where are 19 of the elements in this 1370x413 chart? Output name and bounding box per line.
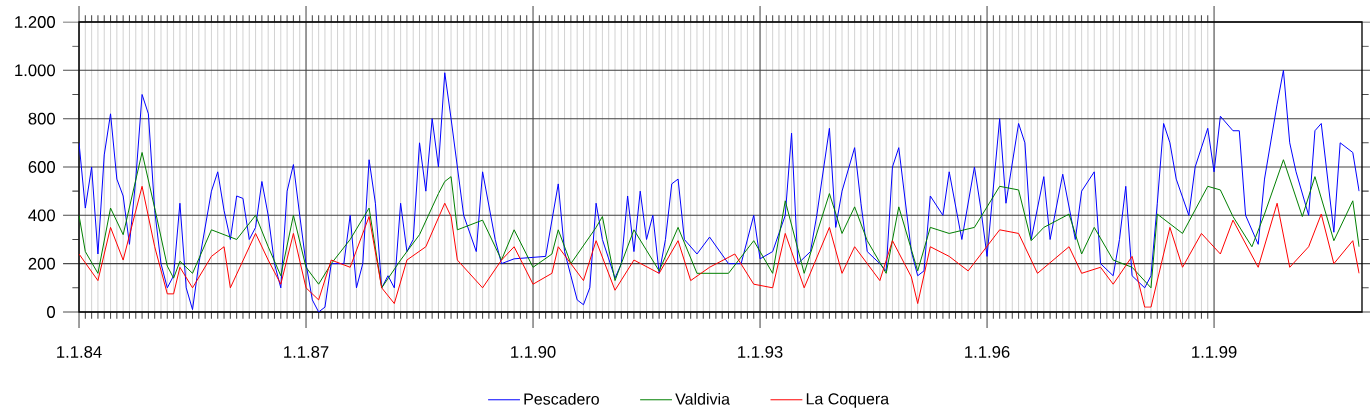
x-tick-label: 1.1.96 bbox=[965, 346, 1010, 358]
y-tick-label: 800 bbox=[28, 112, 56, 125]
line-series bbox=[79, 69, 1360, 312]
y-tick-label: 400 bbox=[28, 209, 56, 222]
x-tick-label: 1.1.99 bbox=[1192, 346, 1237, 358]
x-tick-label: 1.1.93 bbox=[738, 346, 783, 358]
legend-label: Pescadero bbox=[524, 392, 599, 405]
y-tick-label: 0 bbox=[47, 306, 56, 318]
line-series bbox=[79, 185, 1360, 308]
line-series bbox=[79, 151, 1360, 289]
legend-label: Valdivia bbox=[675, 392, 730, 405]
x-tick-label: 1.1.90 bbox=[511, 346, 556, 358]
y-tick-label: 1.000 bbox=[15, 64, 56, 77]
legend-label: La Coquera bbox=[806, 393, 890, 408]
y-tick-label: 600 bbox=[28, 161, 56, 173]
y-tick-label: 1.200 bbox=[15, 16, 56, 28]
x-tick-label: 1.1.87 bbox=[284, 346, 329, 358]
y-tick-label: 200 bbox=[28, 257, 56, 270]
x-tick-label: 1.1.84 bbox=[57, 346, 102, 358]
